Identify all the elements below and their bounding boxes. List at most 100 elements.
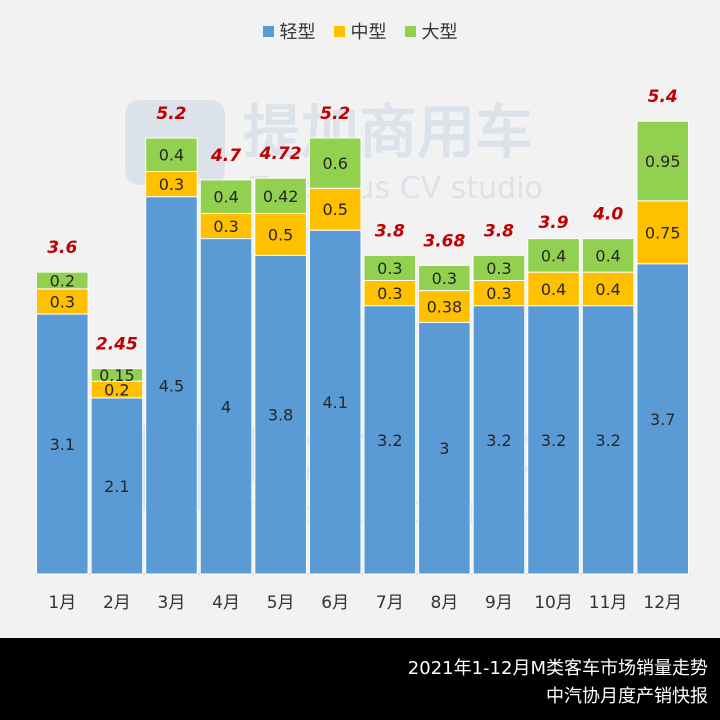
bar-segment xyxy=(418,321,471,575)
bar-segment xyxy=(363,305,417,575)
bar-segment xyxy=(36,313,89,575)
bar-segment-label: 4.5 xyxy=(159,376,184,395)
legend: 轻型 中型 大型 xyxy=(0,18,720,44)
footer-source: 中汽协月度产销快报 xyxy=(546,686,708,707)
bar-segment xyxy=(581,238,635,273)
bar-total-label: 3.8 xyxy=(484,221,514,241)
bar-segment xyxy=(36,271,89,290)
bar-total-label: 3.6 xyxy=(47,238,77,258)
bar-segment-label: 0.3 xyxy=(377,259,402,278)
x-tick-label: 8月 xyxy=(430,593,458,613)
bar-segment-label: 0.3 xyxy=(432,269,457,288)
bar-segment-label: 3.7 xyxy=(650,410,675,429)
bar-total-label: 4.72 xyxy=(259,144,302,164)
bar-segment xyxy=(418,264,471,292)
bar-total-label: 4.0 xyxy=(592,205,623,225)
watermark-text-cn: 提加商用车 xyxy=(243,98,533,166)
x-tick-label: 4月 xyxy=(212,593,240,613)
bar-segment xyxy=(145,196,198,575)
bar-total-label: 3.68 xyxy=(423,231,465,251)
bar-segment-label: 0.5 xyxy=(268,225,293,244)
bar-segment xyxy=(199,238,253,575)
x-tick-label: 3月 xyxy=(158,593,186,613)
legend-item-large: 大型 xyxy=(404,18,458,44)
bar-segment-label: 2.1 xyxy=(104,477,129,496)
x-tick-label: 7月 xyxy=(376,593,404,613)
bar-segment xyxy=(308,137,362,189)
bar-segment-label: 0.2 xyxy=(104,381,129,400)
legend-swatch-light xyxy=(262,25,274,37)
x-tick-label: 9月 xyxy=(485,593,513,613)
bar-segment-label: 0.4 xyxy=(541,280,566,299)
bar-segment xyxy=(636,200,690,265)
bar-segment-label: 0.95 xyxy=(645,152,681,171)
bar-total-label: 2.45 xyxy=(96,335,138,355)
bar-segment-label: 0.5 xyxy=(322,200,347,219)
bar-total-label: 5.2 xyxy=(156,104,186,124)
x-tick-label: 11月 xyxy=(589,593,628,613)
bar-total-label: 3.9 xyxy=(538,213,568,233)
bar-segment-label: 0.38 xyxy=(427,298,463,317)
bar-segment xyxy=(527,305,580,575)
x-tick-label: 5月 xyxy=(267,593,295,613)
bar-segment xyxy=(254,212,307,256)
bar-segment-label: 0.3 xyxy=(213,217,238,236)
bar-segment-label: 0.15 xyxy=(99,366,135,385)
bar-total-label: 5.2 xyxy=(320,104,350,124)
bar-segment-label: 3.2 xyxy=(541,431,566,450)
bar-total-label: 3.8 xyxy=(375,221,405,241)
footer-banner: 2021年1-12月M类客车市场销量走势 中汽协月度产销快报 xyxy=(0,638,720,720)
bar-segment-label: 0.75 xyxy=(645,223,681,242)
bar-segment xyxy=(472,254,526,282)
bar-segment-label: 0.6 xyxy=(322,154,347,173)
bar-segment-label: 0.3 xyxy=(486,259,511,278)
bar-segment-label: 3.2 xyxy=(595,431,620,450)
x-tick-label: 2月 xyxy=(103,593,131,613)
bar-segment-label: 0.3 xyxy=(377,284,402,303)
bar-segment xyxy=(472,305,526,575)
bar-segment-label: 3.8 xyxy=(268,406,293,425)
footer-title: 2021年1-12月M类客车市场销量走势 xyxy=(407,658,708,679)
bar-segment xyxy=(636,120,690,202)
x-tick-label: 6月 xyxy=(321,593,349,613)
bar-segment xyxy=(527,271,580,307)
bar-segment-label: 3.2 xyxy=(377,431,402,450)
bar-segment-label: 0.42 xyxy=(263,187,299,206)
x-tick-label: 12月 xyxy=(643,593,682,613)
bar-segment-label: 3 xyxy=(439,439,449,458)
bar-segment-label: 0.4 xyxy=(595,280,620,299)
bar-segment xyxy=(254,177,307,214)
bar-segment xyxy=(418,290,471,323)
bar-segment-label: 3.2 xyxy=(486,431,511,450)
bar-segment-label: 0.3 xyxy=(159,175,184,194)
bar-segment xyxy=(363,280,417,307)
bar-segment-label: 0.4 xyxy=(595,246,620,265)
bar-total-label: 5.4 xyxy=(648,87,678,107)
bar-segment-label: 3.1 xyxy=(50,435,75,454)
legend-item-light: 轻型 xyxy=(262,18,316,44)
bar-segment-label: 0.2 xyxy=(50,272,75,291)
bar-segment xyxy=(145,137,198,173)
x-tick-label: 10月 xyxy=(534,593,573,613)
legend-label-light: 轻型 xyxy=(279,22,316,43)
legend-swatch-large xyxy=(404,25,416,37)
bar-segment-label: 0.3 xyxy=(50,292,75,311)
bar-segment xyxy=(472,280,526,307)
legend-item-medium: 中型 xyxy=(333,18,387,44)
bar-segment xyxy=(363,254,417,282)
bar-segment xyxy=(90,397,144,575)
bar-segment-label: 0.3 xyxy=(486,284,511,303)
bar-segment-label: 0.4 xyxy=(213,188,238,207)
x-tick-label: 1月 xyxy=(48,593,76,613)
bar-segment xyxy=(308,187,362,231)
bar-segment xyxy=(199,179,253,214)
legend-label-large: 大型 xyxy=(421,22,458,43)
bar-segment-label: 4 xyxy=(221,397,231,416)
bar-segment-label: 0.4 xyxy=(541,246,566,265)
bar-segment-label: 0.4 xyxy=(159,146,184,165)
legend-swatch-medium xyxy=(333,25,345,37)
bar-segment xyxy=(254,254,307,575)
bar-segment xyxy=(308,229,362,575)
bar-segment xyxy=(527,238,580,273)
